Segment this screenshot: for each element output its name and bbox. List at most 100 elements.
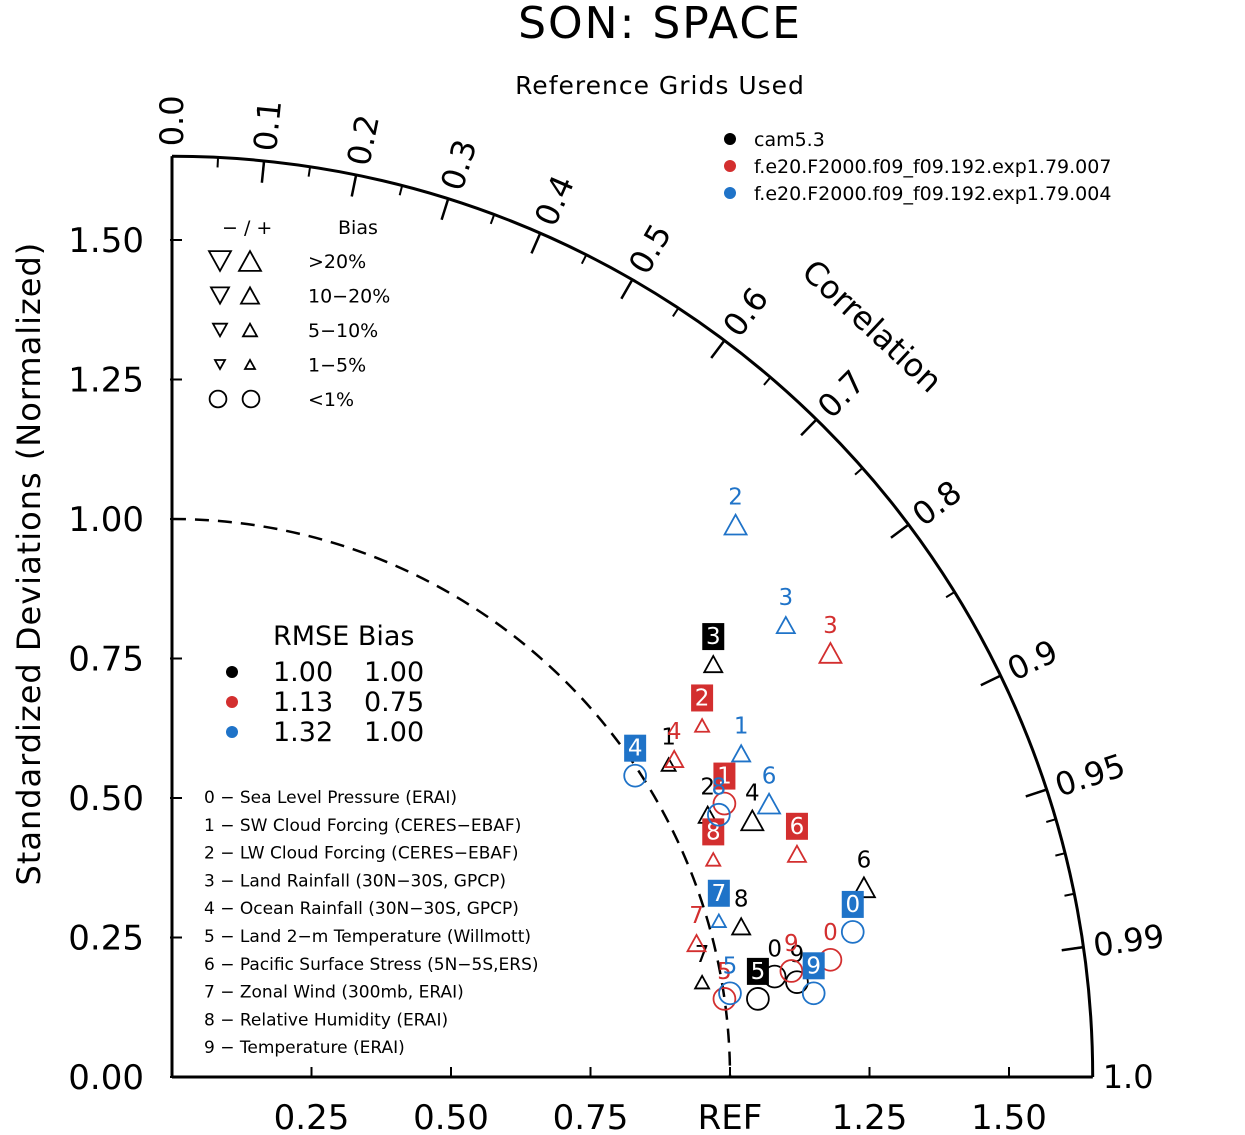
x-tick-label: REF: [698, 1098, 763, 1135]
correlation-tick-mark: [854, 467, 864, 476]
correlation-tick-mark: [980, 674, 1002, 687]
data-point-marker: [739, 808, 765, 832]
data-point-label: 4: [667, 719, 682, 745]
variable-legend-item: 4 − Ocean Rainfall (30N−30S, GPCP): [204, 899, 519, 919]
outer-arc: [171, 154, 1095, 1078]
data-point-label: 5: [751, 959, 766, 985]
bias-legend-up-marker: [239, 285, 261, 305]
variable-legend-item: 7 − Zonal Wind (300mb, ERAI): [204, 983, 464, 1003]
x-tick-label: 0.75: [553, 1098, 629, 1135]
data-point-marker: [730, 916, 752, 936]
data-point-label: 3: [823, 613, 838, 639]
bias-legend-sign-header: − / +: [222, 217, 272, 239]
data-point-label: 2: [700, 775, 715, 801]
data-point-label: 5: [717, 959, 732, 985]
rmse-legend-header: RMSE Bias: [273, 621, 414, 652]
data-point-marker: [693, 973, 711, 990]
series-legend-dot: [724, 133, 736, 145]
variable-legend-item: 9 − Temperature (ERAI): [204, 1038, 405, 1058]
variable-legend-item: 6 − Pacific Surface Stress (5N−5S,ERS): [204, 955, 539, 975]
data-point-label: 5: [723, 953, 738, 979]
correlation-tick-label: 0.2: [340, 111, 387, 168]
correlation-tick-label: 0.1: [246, 98, 289, 152]
correlation-tick-mark: [530, 232, 542, 254]
data-point-label: 7: [695, 942, 710, 968]
series-legend-label: f.e20.F2000.f09_f09.192.exp1.79.007: [754, 156, 1111, 178]
x-tick-label: 0.50: [413, 1098, 489, 1135]
correlation-tick-label: 0.99: [1091, 917, 1167, 965]
bias-legend-circle-marker: [208, 389, 228, 409]
rmse-legend-bias: 0.75: [364, 687, 424, 718]
correlation-tick-label: 0.6: [715, 280, 776, 344]
data-point-marker: [779, 959, 804, 983]
bias-legend-row-label: 10−20%: [308, 286, 390, 308]
chart-subtitle: Reference Grids Used: [515, 71, 805, 100]
series-legend-dot: [724, 187, 736, 199]
correlation-tick-mark: [1064, 892, 1075, 897]
data-point-label: 2: [695, 685, 710, 711]
rmse-legend-dot: [226, 726, 238, 738]
variable-legend-item: 3 − Land Rainfall (30N−30S, GPCP): [204, 871, 506, 891]
correlation-tick-label: 0.4: [527, 170, 582, 232]
data-point-label: 3: [778, 585, 793, 611]
data-point-marker: [840, 920, 865, 944]
legends: cam5.3 f.e20.F2000.f09_f09.192.exp1.79.00…: [204, 129, 1111, 1058]
bias-legend-down-marker: [209, 286, 231, 306]
bias-legend-row-label: 5−10%: [308, 320, 378, 342]
data-point-marker: [786, 843, 808, 863]
data-point-marker: [718, 981, 742, 1006]
data-point-marker: [817, 641, 843, 664]
data-point-marker: [663, 748, 685, 768]
data-point-label-box: [707, 879, 730, 907]
data-point-label: 7: [689, 903, 704, 929]
bias-legend-row-label: >20%: [308, 251, 366, 273]
correlation-tick-mark: [672, 307, 680, 317]
correlation-tick-mark: [398, 185, 404, 196]
bias-legend-up-marker: [241, 321, 259, 338]
data-point-marker: [710, 912, 728, 928]
chart-title: SON: SPACE: [518, 0, 802, 49]
correlation-tick-mark: [216, 157, 220, 168]
variable-legend-item: 1 − SW Cloud Forcing (CERES−EBAF): [204, 816, 521, 836]
data-point-label: 9: [784, 931, 799, 957]
variable-legend-item: 8 − Relative Humidity (ERAI): [204, 1010, 448, 1030]
y-tick-label: 0.75: [68, 640, 144, 680]
data-point-label: 1: [734, 713, 749, 739]
data-point-marker: [712, 791, 737, 816]
data-point-marker: [685, 933, 708, 953]
data-point-label: 6: [857, 847, 872, 873]
rmse-legend-dot: [226, 696, 238, 708]
bias-legend-up-marker: [243, 358, 257, 370]
data-point-label: 0: [823, 920, 838, 946]
series-legend-label: f.e20.F2000.f09_f09.192.exp1.79.004: [754, 183, 1111, 205]
correlation-tick-mark: [1061, 945, 1084, 952]
y-tick-label: 1.00: [68, 500, 144, 540]
correlation-tick-mark: [763, 376, 772, 386]
data-point-label: 8: [712, 775, 727, 801]
y-tick-label: 0.25: [68, 919, 144, 959]
y-tick-label: 0.50: [68, 779, 144, 819]
data-point-marker: [801, 981, 826, 1006]
data-point-marker: [712, 987, 737, 1011]
data-point-label-box: [702, 623, 725, 651]
correlation-tick-label: 0.95: [1050, 746, 1130, 804]
correlation-tick-mark: [440, 198, 450, 221]
bias-legend-row-label: 1−5%: [308, 355, 366, 377]
correlation-tick-mark: [1045, 818, 1057, 823]
data-point-label-box: [713, 762, 736, 790]
correlation-tick-mark: [580, 254, 588, 265]
rmse-legend-rmse: 1.13: [273, 687, 333, 718]
rmse-legend-rmse: 1.32: [273, 717, 333, 748]
data-point-label: 9: [806, 953, 821, 979]
data-point-label: 8: [734, 886, 749, 912]
data-point-marker: [623, 763, 647, 788]
data-point-label-box: [841, 890, 864, 918]
data-point-marker: [660, 756, 678, 772]
x-tick-label: 1.50: [971, 1098, 1047, 1135]
correlation-tick-label: 1.0: [1103, 1058, 1154, 1096]
series-legend-label: cam5.3: [754, 129, 825, 151]
correlation-tick-label: 0.9: [1001, 632, 1063, 688]
data-point-label: 0: [767, 937, 782, 963]
